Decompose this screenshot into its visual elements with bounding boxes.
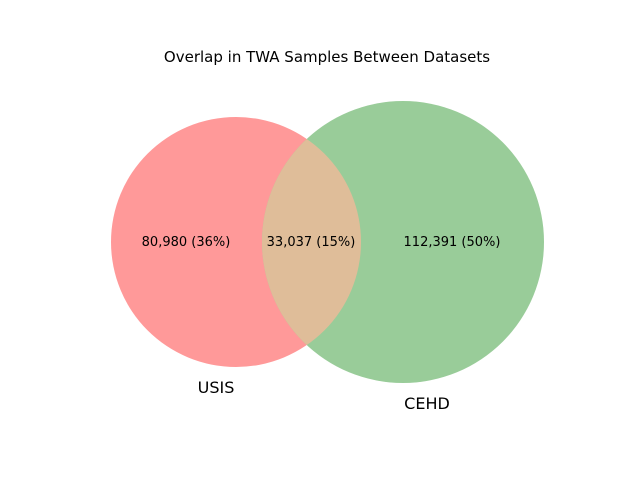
overlap-region bbox=[262, 117, 361, 367]
cehd-only-label: 112,391 (50%) bbox=[404, 235, 501, 250]
usis-set-label: USIS bbox=[198, 378, 235, 397]
intersection-label: 33,037 (15%) bbox=[267, 235, 356, 250]
usis-only-label: 80,980 (36%) bbox=[142, 235, 231, 250]
cehd-set-label: CEHD bbox=[404, 394, 450, 413]
chart-title: Overlap in TWA Samples Between Datasets bbox=[164, 48, 490, 66]
